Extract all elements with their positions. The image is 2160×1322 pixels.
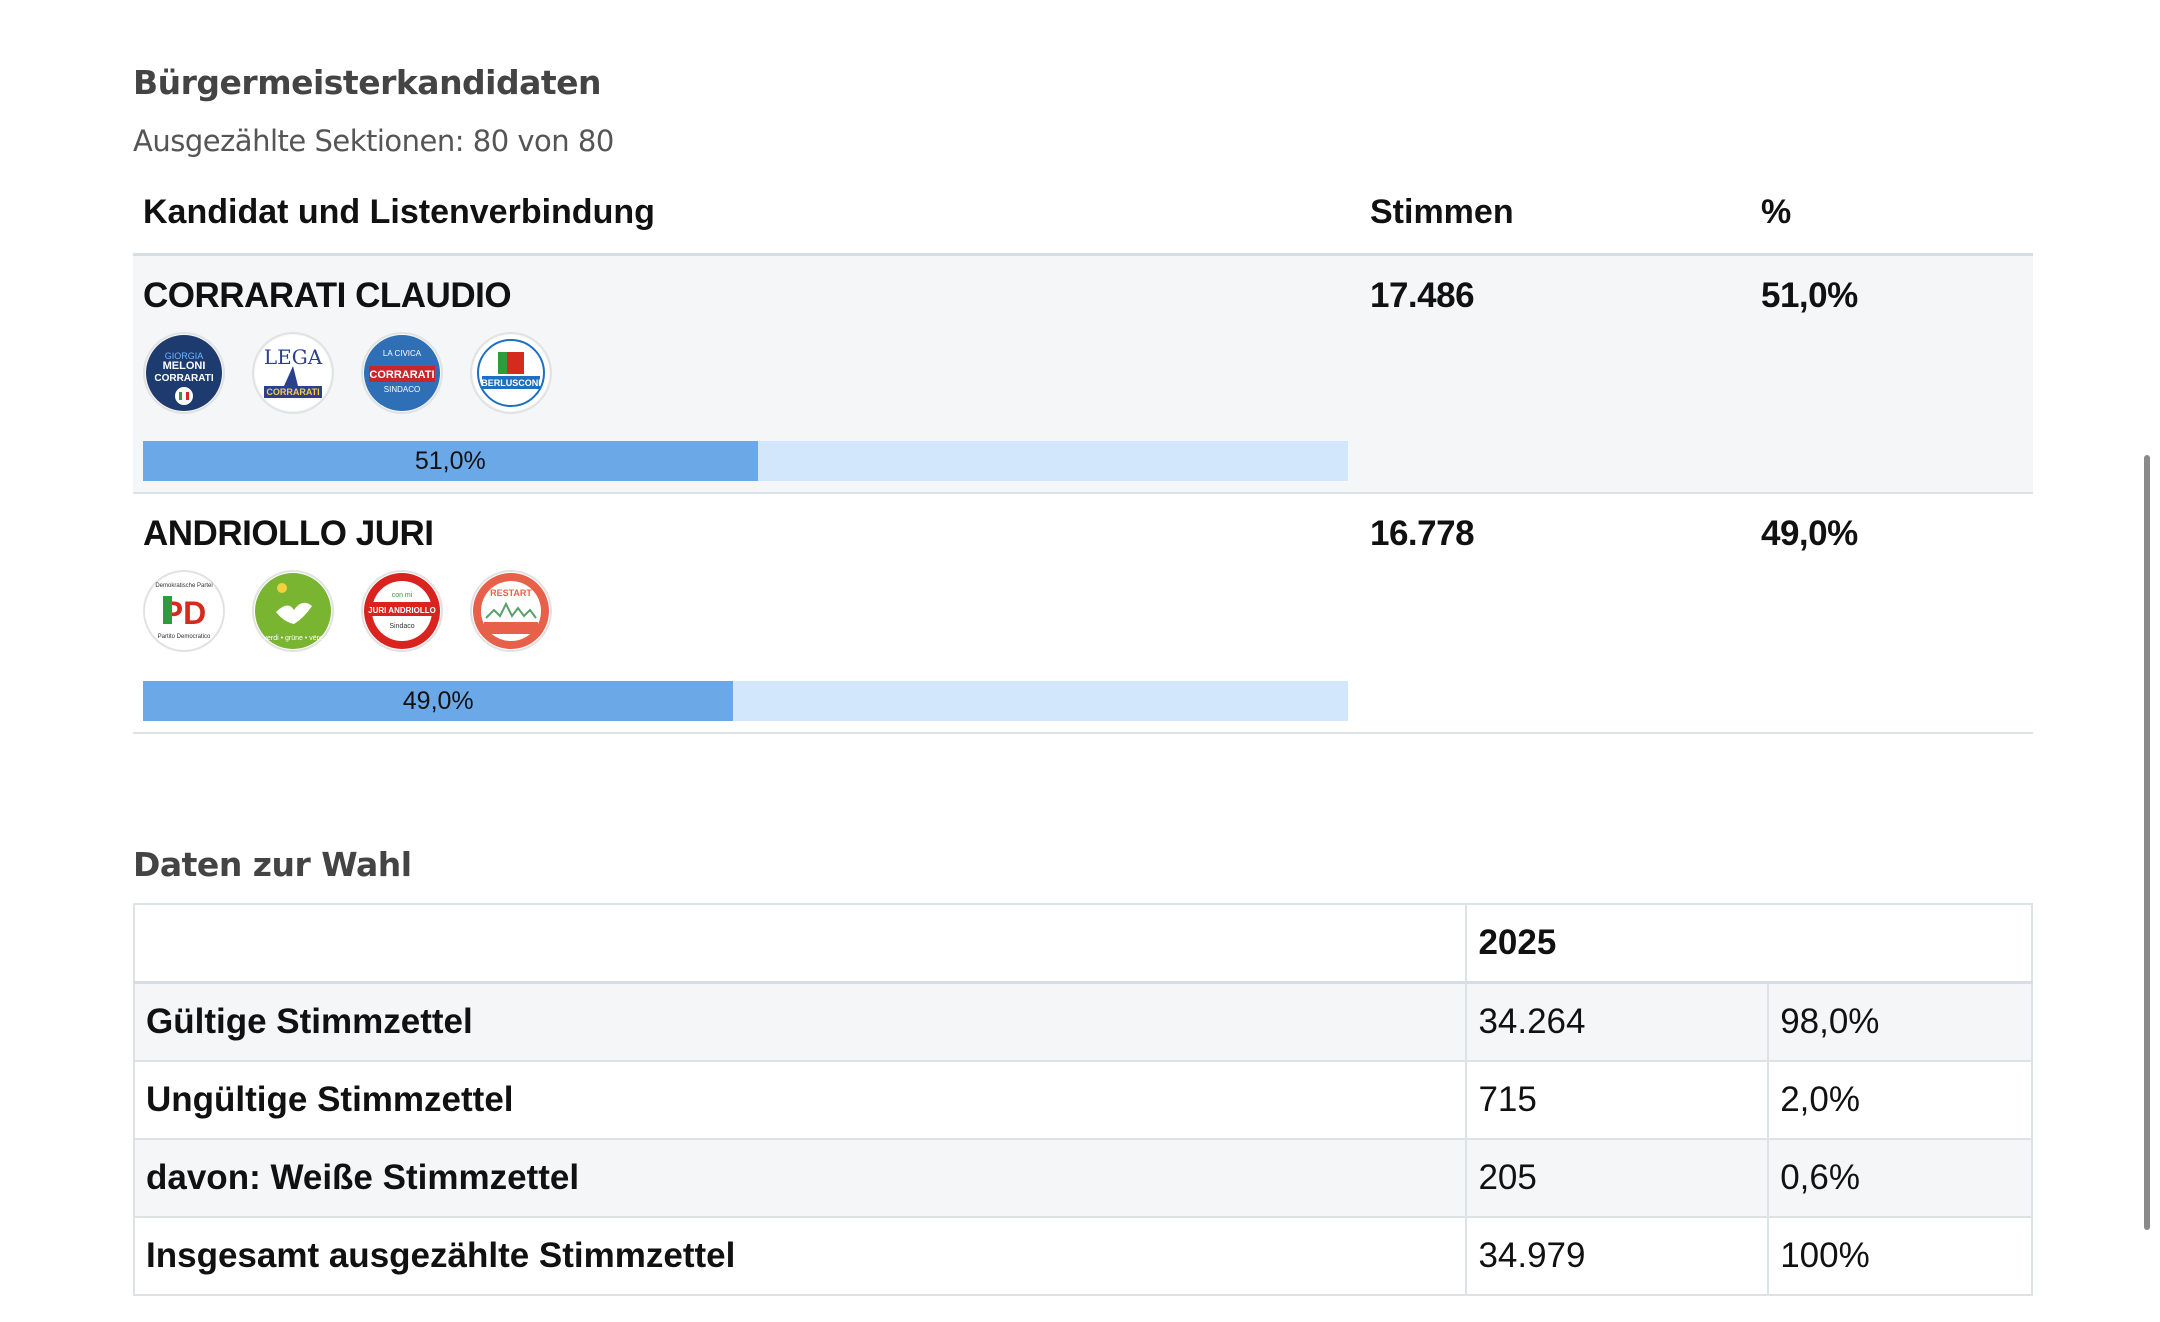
row-label: Gültige Stimmzettel xyxy=(132,981,1468,1062)
row-label: Insgesamt ausgezählte Stimmzettel xyxy=(132,1216,1468,1296)
vote-share-fill xyxy=(143,681,734,721)
logo-text: JURI ANDRIOLLO xyxy=(368,606,436,615)
election-data-table: 2025 Gültige Stimmzettel 34.264 98,0% Un… xyxy=(132,903,2033,1296)
lega-logo: LEGA CORRARATI xyxy=(254,334,332,412)
svg-text:GIORGIA: GIORGIA xyxy=(165,351,204,361)
table-row: Gültige Stimmzettel 34.264 98,0% xyxy=(132,981,2033,1062)
counted-sections-text: Ausgezählte Sektionen: 80 von 80 xyxy=(133,124,614,158)
candidate-name: CORRARATI CLAUDIO xyxy=(143,276,512,315)
row-value: 34.979 xyxy=(1465,1216,1770,1296)
row-value: 715 xyxy=(1465,1060,1770,1140)
row-label: Ungültige Stimmzettel xyxy=(132,1060,1468,1140)
candidate-percent: 51,0% xyxy=(1761,276,1858,315)
svg-text:Partito Democratico: Partito Democratico xyxy=(158,634,211,640)
table-row: Ungültige Stimmzettel 715 2,0% xyxy=(132,1060,2033,1140)
logo-text: CORRARATI xyxy=(266,387,319,397)
col-percent-header: % xyxy=(1761,193,1792,231)
vote-share-fill xyxy=(143,441,758,481)
logo-text: CORRARATI xyxy=(154,373,213,384)
candidate-row: ANDRIOLLO JURI 16.778 49,0% Demokratisch… xyxy=(133,494,2033,734)
candidate-row: CORRARATI CLAUDIO 17.486 51,0% GIORGIA M… xyxy=(133,256,2033,494)
row-percent: 2,0% xyxy=(1767,1060,2033,1140)
candidates-section-title: Bürgermeisterkandidaten xyxy=(133,63,602,102)
candidate-percent: 49,0% xyxy=(1761,514,1858,553)
page-scrollbar[interactable] xyxy=(2144,455,2150,1230)
vote-share-bar: 51,0% xyxy=(143,441,1348,481)
row-percent: 100% xyxy=(1767,1216,2033,1296)
table-header-row: 2025 xyxy=(132,903,2033,984)
svg-text:Demokratische Partei: Demokratische Partei xyxy=(155,583,212,589)
logo-text: CORRARATI xyxy=(369,369,434,381)
svg-text:Sindaco: Sindaco xyxy=(389,623,414,630)
fratelli-italia-logo: GIORGIA MELONI CORRARATI xyxy=(145,334,223,412)
table-row: davon: Weiße Stimmzettel 205 0,6% xyxy=(132,1138,2033,1218)
election-data-title: Daten zur Wahl xyxy=(133,845,412,884)
svg-text:MELONI: MELONI xyxy=(163,360,206,372)
row-percent: 98,0% xyxy=(1767,981,2033,1062)
verdi-gruene-logo: verdi • grüne • vërc xyxy=(254,572,332,650)
svg-text:con mi: con mi xyxy=(392,592,413,599)
candidates-table-header: Kandidat und Listenverbindung Stimmen % xyxy=(133,185,2033,256)
restart-bolzano-logo: RESTART xyxy=(472,572,550,650)
civica-bolzano-logo: LA CIVICA CORRARATI SINDACO xyxy=(363,334,441,412)
col-votes-header: Stimmen xyxy=(1370,193,1514,231)
logo-text: RESTART xyxy=(490,588,532,598)
candidate-votes: 17.486 xyxy=(1370,276,1475,315)
vote-share-label: 51,0% xyxy=(414,447,486,475)
header-empty-cell xyxy=(132,903,1468,984)
row-value: 205 xyxy=(1465,1138,1770,1218)
list-logos: Demokratische Partei PD Partito Democrat… xyxy=(145,572,550,650)
col-candidate-header: Kandidat und Listenverbindung xyxy=(143,193,655,231)
table-row: Insgesamt ausgezählte Stimmzettel 34.979… xyxy=(132,1216,2033,1296)
row-label: davon: Weiße Stimmzettel xyxy=(132,1138,1468,1218)
svg-text:LA CIVICA: LA CIVICA xyxy=(383,349,422,358)
row-value: 34.264 xyxy=(1465,981,1770,1062)
list-logos: GIORGIA MELONI CORRARATI LEGA CORRARATI … xyxy=(145,334,550,412)
vote-share-bar: 49,0% xyxy=(143,681,1348,721)
partito-democratico-logo: Demokratische Partei PD Partito Democrat… xyxy=(145,572,223,650)
forza-italia-logo: BERLUSCONI xyxy=(472,334,550,412)
lista-civica-andriollo-logo: con mi JURI ANDRIOLLO Sindaco xyxy=(363,572,441,650)
year-header: 2025 xyxy=(1465,903,2033,984)
svg-text:LEGA: LEGA xyxy=(264,345,323,369)
vote-share-label: 49,0% xyxy=(402,687,474,715)
logo-text: BERLUSCONI xyxy=(481,378,541,388)
candidate-name: ANDRIOLLO JURI xyxy=(143,514,434,553)
svg-text:verdi • grüne • vërc: verdi • grüne • vërc xyxy=(264,635,323,642)
svg-text:SINDACO: SINDACO xyxy=(384,385,420,394)
row-percent: 0,6% xyxy=(1767,1138,2033,1218)
candidate-votes: 16.778 xyxy=(1370,514,1475,553)
